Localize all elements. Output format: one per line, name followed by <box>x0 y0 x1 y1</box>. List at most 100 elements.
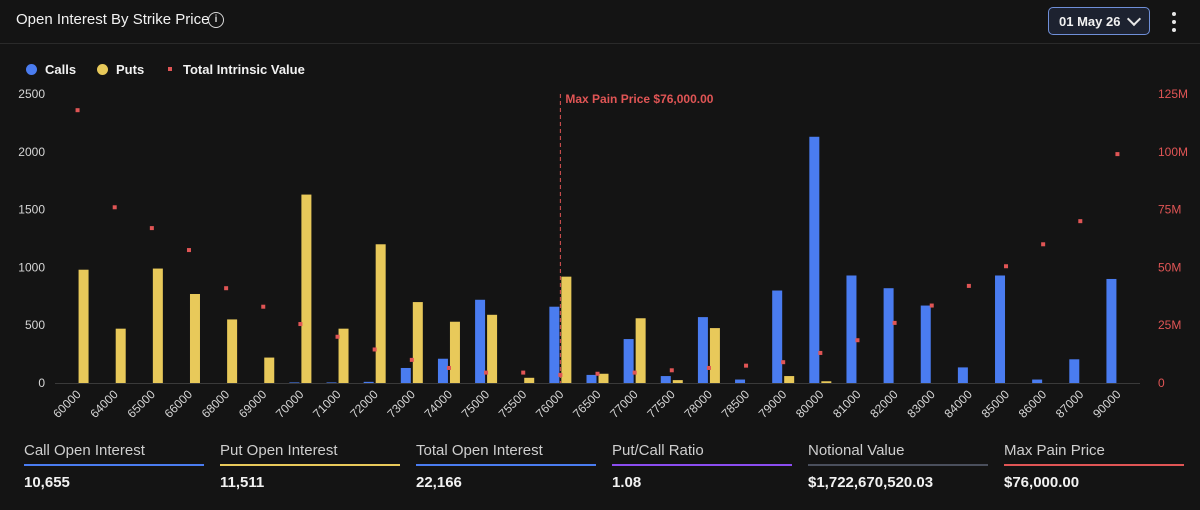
point-intrinsic-value <box>1004 264 1009 269</box>
x-tick-label: 82000 <box>867 387 901 421</box>
point-intrinsic-value <box>372 347 377 352</box>
bar-puts <box>375 244 386 383</box>
bar-calls <box>995 275 1006 383</box>
x-tick-label: 84000 <box>942 387 976 421</box>
y2-tick-label: 75M <box>1158 203 1181 217</box>
y2-tick-label: 25M <box>1158 318 1181 332</box>
bar-puts <box>189 293 200 383</box>
point-intrinsic-value <box>781 360 786 365</box>
point-intrinsic-value <box>446 365 451 370</box>
legend-swatch-intrinsic-value <box>168 67 172 71</box>
stat-value: 11,511 <box>220 474 265 491</box>
x-tick-label: 79000 <box>756 387 790 421</box>
bar-calls <box>586 374 597 383</box>
x-tick-label: 80000 <box>793 387 827 421</box>
x-tick-label: 64000 <box>87 387 121 421</box>
more-vertical-icon[interactable] <box>1164 9 1184 35</box>
x-tick-label: 72000 <box>347 387 381 421</box>
bar-puts <box>598 373 609 383</box>
bar-puts <box>78 269 89 383</box>
x-tick-label: 73000 <box>384 387 418 421</box>
legend-label-calls: Calls <box>45 62 77 77</box>
bar-calls <box>1032 379 1043 383</box>
bar-puts <box>561 276 572 383</box>
bar-puts <box>672 380 683 383</box>
point-intrinsic-value <box>632 370 637 375</box>
bar-puts <box>487 314 498 383</box>
point-intrinsic-value <box>112 205 117 210</box>
bar-calls <box>660 376 671 383</box>
stat-label: Put/Call Ratio <box>612 442 704 459</box>
bar-calls <box>326 382 337 383</box>
legend-label-puts: Puts <box>116 62 145 77</box>
bar-puts <box>524 377 535 383</box>
bar-puts <box>784 376 795 383</box>
stat-value: 1.08 <box>612 474 642 491</box>
y-tick-label: 2500 <box>18 87 45 101</box>
bar-calls <box>289 382 300 383</box>
stat-underline <box>612 464 792 466</box>
y2-tick-label: 0 <box>1158 376 1165 390</box>
point-intrinsic-value <box>1041 242 1046 247</box>
bar-calls <box>809 136 820 383</box>
chevron-down-icon <box>1126 11 1142 27</box>
bar-puts <box>821 381 832 383</box>
x-tick-label: 69000 <box>236 387 270 421</box>
x-tick-label: 76000 <box>533 387 567 421</box>
x-tick-label: 81000 <box>830 387 864 421</box>
date-select-label: 01 May 26 <box>1059 14 1121 29</box>
y-tick-label: 1000 <box>18 260 45 274</box>
bar-puts <box>412 302 423 383</box>
date-select-button[interactable]: 01 May 26 <box>1048 7 1150 35</box>
stat-value: 10,655 <box>24 474 70 491</box>
x-tick-label: 74000 <box>422 387 456 421</box>
stat-value: $1,722,670,520.03 <box>808 474 934 491</box>
x-tick-label: 85000 <box>979 387 1013 421</box>
x-tick-label: 75000 <box>459 387 493 421</box>
bar-puts <box>152 268 163 383</box>
y-tick-label: 500 <box>25 318 45 332</box>
x-tick-label: 87000 <box>1053 387 1087 421</box>
bar-puts <box>635 318 646 383</box>
point-intrinsic-value <box>409 357 414 362</box>
x-tick-label: 60000 <box>50 387 84 421</box>
bar-calls <box>772 290 783 383</box>
x-tick-label: 78500 <box>719 387 753 421</box>
point-intrinsic-value <box>744 363 749 368</box>
x-tick-label: 83000 <box>904 387 938 421</box>
legend-swatch-puts <box>97 64 108 75</box>
bar-calls <box>363 381 374 383</box>
bar-calls <box>1069 359 1080 383</box>
x-tick-label: 75500 <box>496 387 530 421</box>
bar-puts <box>449 321 460 383</box>
bar-calls <box>883 288 894 383</box>
point-intrinsic-value <box>261 304 266 309</box>
bar-calls <box>549 306 560 383</box>
bar-calls <box>437 358 448 383</box>
y2-tick-label: 100M <box>1158 145 1188 159</box>
bar-calls <box>400 367 411 383</box>
bar-puts <box>227 319 238 383</box>
point-intrinsic-value <box>706 365 711 370</box>
point-intrinsic-value <box>298 322 303 327</box>
x-tick-label: 68000 <box>199 387 233 421</box>
bar-puts <box>709 328 720 383</box>
legend-swatch-calls <box>26 64 37 75</box>
legend-label-intrinsic-value: Total Intrinsic Value <box>183 62 305 77</box>
bar-puts <box>301 194 312 383</box>
stat-underline <box>416 464 596 466</box>
y-tick-label: 2000 <box>18 145 45 159</box>
bar-puts <box>264 357 275 383</box>
point-intrinsic-value <box>521 370 526 375</box>
x-tick-label: 70000 <box>273 387 307 421</box>
point-intrinsic-value <box>669 368 674 373</box>
point-intrinsic-value <box>75 108 80 113</box>
stat-label: Max Pain Price <box>1004 442 1105 459</box>
bar-calls <box>846 275 857 383</box>
y-tick-label: 0 <box>38 376 45 390</box>
stat-label: Notional Value <box>808 442 905 459</box>
bar-calls <box>957 367 968 383</box>
point-intrinsic-value <box>335 334 340 339</box>
info-icon[interactable]: i <box>208 12 224 28</box>
point-intrinsic-value <box>595 371 600 376</box>
